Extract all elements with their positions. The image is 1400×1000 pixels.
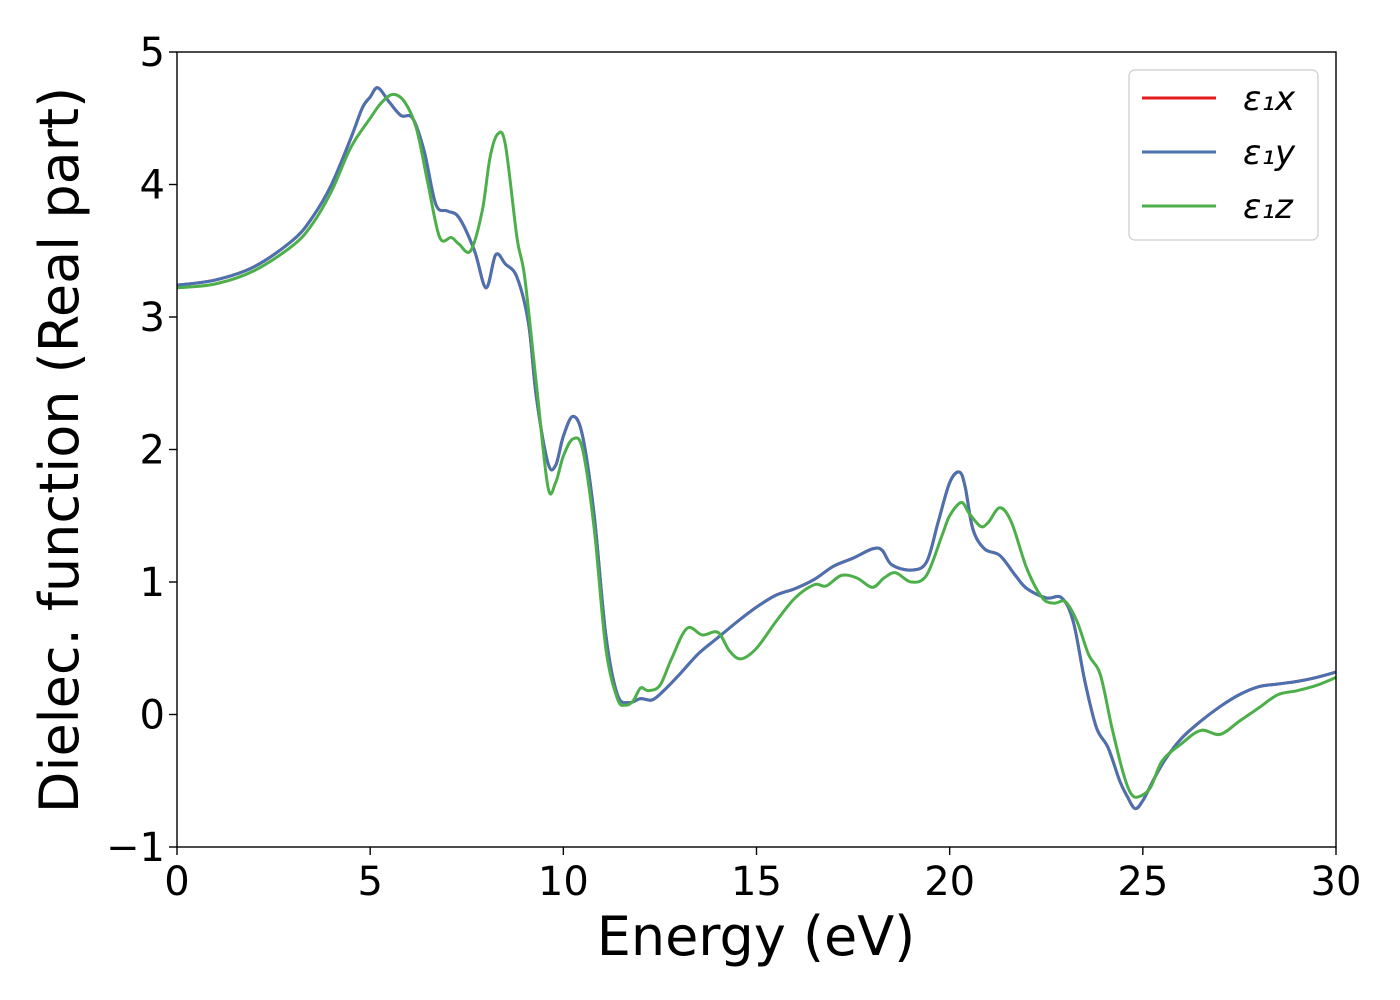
y-tick-label: 0 [140, 693, 165, 739]
legend: ε₁x ε₁y ε₁z [1128, 69, 1319, 241]
y-tick-label: 3 [140, 295, 165, 341]
legend-label: ε₁y [1243, 133, 1296, 173]
legend-label: ε₁z [1243, 187, 1294, 227]
legend-label: ε₁x [1243, 79, 1296, 119]
x-tick-label: 0 [164, 859, 189, 905]
y-axis: −1 0 1 2 3 4 5 [106, 30, 177, 871]
y-tick-label: 1 [140, 560, 165, 606]
y-axis-title: Dielec. function (Real part) [28, 87, 91, 813]
x-axis-title: Energy (eV) [597, 905, 916, 968]
x-axis: 0 5 10 15 20 25 30 [164, 847, 1361, 905]
x-tick-label: 5 [357, 859, 382, 905]
x-tick-label: 20 [924, 859, 975, 905]
y-tick-label: −1 [106, 825, 165, 871]
y-tick-label: 5 [140, 30, 165, 76]
x-tick-label: 25 [1117, 859, 1168, 905]
legend-box [1128, 69, 1319, 241]
x-tick-label: 15 [731, 859, 782, 905]
y-tick-label: 4 [140, 163, 165, 209]
series-line-2 [177, 86, 1336, 811]
series-line-3 [177, 92, 1336, 799]
y-tick-label: 2 [140, 428, 165, 474]
x-tick-label: 10 [538, 859, 589, 905]
x-tick-label: 30 [1311, 859, 1362, 905]
series-lines [177, 86, 1336, 811]
